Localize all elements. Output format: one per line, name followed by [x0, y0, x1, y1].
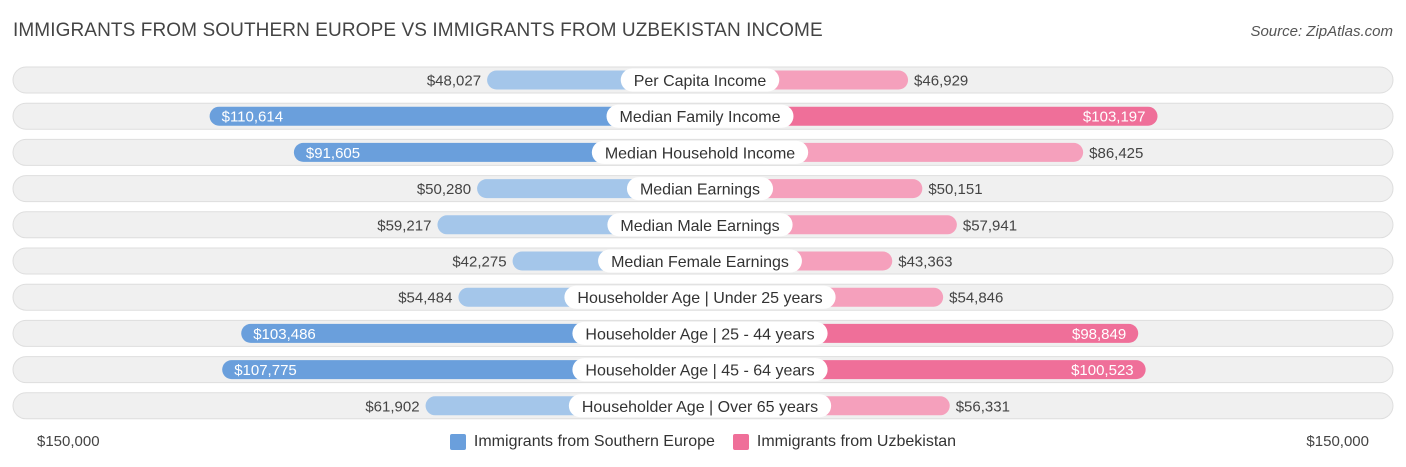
category-label-pill [564, 285, 836, 309]
category-label: Householder Age | Over 65 years [582, 399, 818, 416]
bar-uzbekistan [700, 106, 1158, 126]
category-label-pill [607, 213, 793, 237]
category-label-pill [572, 321, 828, 345]
value-label-southern-europe: $50,280 [417, 181, 471, 198]
value-label-uzbekistan: $50,151 [928, 181, 982, 198]
legend-swatch-southern-europe [449, 434, 466, 450]
value-label-uzbekistan: $57,941 [963, 217, 1017, 234]
category-label: Median Male Earnings [620, 218, 779, 235]
value-label-southern-europe: $42,275 [452, 254, 506, 271]
value-label-uzbekistan: $46,929 [914, 73, 968, 90]
axis-left-label: $150,000 [37, 433, 100, 450]
legend-label-southern-europe: Immigrants from Southern Europe [473, 433, 715, 450]
value-label-uzbekistan: $86,425 [1089, 145, 1143, 162]
value-label-southern-europe: $107,775 [234, 362, 297, 379]
category-label: Median Earnings [640, 182, 760, 199]
category-label-pill [598, 249, 802, 273]
legend-item-uzbekistan[interactable]: Immigrants from Uzbekistan [732, 433, 957, 451]
value-label-uzbekistan: $43,363 [898, 254, 952, 271]
category-label: Median Household Income [605, 145, 795, 162]
legend: Immigrants from Southern Europe Immigran… [0, 433, 1406, 451]
value-label-uzbekistan: $100,523 [1071, 362, 1134, 379]
value-label-southern-europe: $59,217 [377, 217, 431, 234]
source-note: Source: ZipAtlas.com [1250, 23, 1393, 40]
chart-title: IMMIGRANTS FROM SOUTHERN EUROPE VS IMMIG… [13, 20, 823, 41]
category-label: Median Female Earnings [611, 254, 789, 271]
bar-southern-europe [209, 106, 700, 126]
category-label: Median Family Income [620, 109, 781, 126]
legend-label-uzbekistan: Immigrants from Uzbekistan [756, 433, 957, 450]
axis-right-label: $150,000 [1306, 433, 1369, 450]
category-label-pill [606, 104, 794, 128]
value-label-southern-europe: $110,614 [222, 109, 283, 126]
category-label: Householder Age | 25 - 44 years [585, 326, 814, 343]
value-label-uzbekistan: $103,197 [1083, 109, 1146, 126]
value-label-uzbekistan: $54,846 [949, 290, 1003, 307]
category-label-pill [626, 177, 774, 201]
value-label-southern-europe: $103,486 [253, 326, 316, 343]
category-label-pill [620, 68, 780, 92]
legend-item-southern-europe[interactable]: Immigrants from Southern Europe [449, 433, 715, 451]
category-label: Householder Age | Under 25 years [577, 290, 822, 307]
value-label-southern-europe: $54,484 [398, 290, 452, 307]
category-label-pill [568, 394, 832, 418]
value-label-uzbekistan: $98,849 [1072, 326, 1126, 343]
value-label-southern-europe: $91,605 [306, 145, 360, 162]
category-label: Per Capita Income [634, 73, 767, 90]
category-label: Householder Age | 45 - 64 years [585, 363, 814, 380]
value-label-southern-europe: $48,027 [427, 73, 481, 90]
value-label-uzbekistan: $56,331 [956, 398, 1010, 415]
category-label-pill [572, 358, 828, 382]
category-label-pill [591, 140, 809, 164]
legend-swatch-uzbekistan [732, 434, 749, 450]
value-label-southern-europe: $61,902 [365, 398, 419, 415]
